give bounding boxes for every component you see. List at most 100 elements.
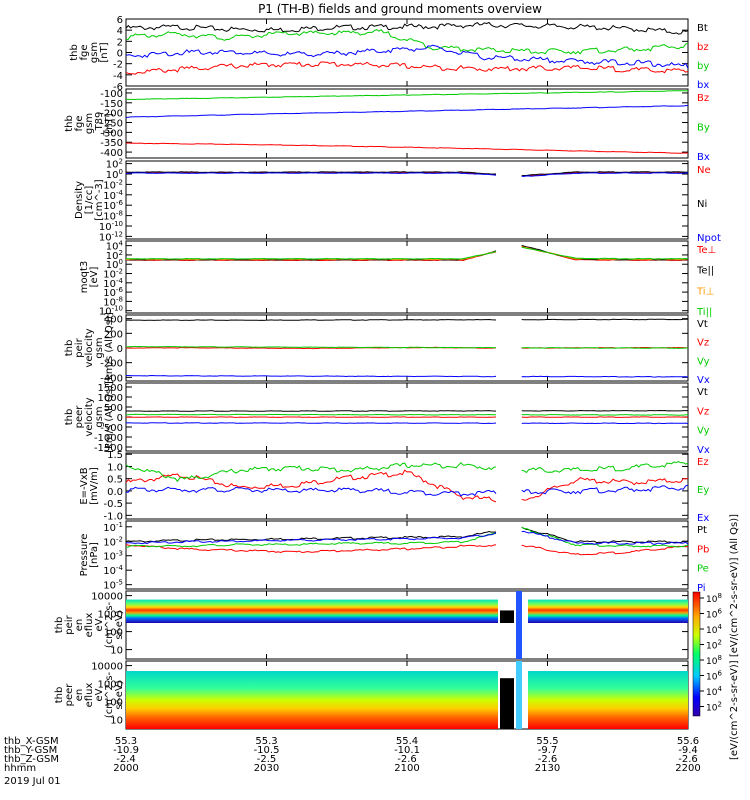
ephem-row-label: thb_X-GSM bbox=[4, 736, 59, 747]
colorbar-tick: 106 bbox=[706, 670, 722, 683]
legend-Bx: Bx bbox=[697, 152, 710, 163]
ylabel-line: moqt3 bbox=[79, 261, 90, 294]
panel-7: 1.51.0 0.50.0-0.5-1.0 E=-VxB [mV/m] Ez Ey Ex bbox=[79, 450, 709, 524]
colorbar-tick: 102 bbox=[706, 701, 722, 714]
legend-Ne: Ne bbox=[697, 165, 711, 176]
ytick-label: 10-2 bbox=[103, 268, 123, 281]
series-Ey bbox=[125, 461, 689, 483]
ytick-label: -300 bbox=[100, 128, 123, 139]
ytick-label: 10-6 bbox=[103, 286, 123, 299]
ytick-label: -1000 bbox=[94, 433, 123, 444]
ylabel-line: thb bbox=[54, 617, 65, 634]
legend-bz: bz bbox=[697, 42, 709, 53]
ephem-value: -2.6 bbox=[538, 754, 558, 765]
ylabel-line: gsm bbox=[84, 113, 95, 134]
ytick-label: -0.5 bbox=[103, 499, 123, 510]
ytick-label: -6 bbox=[113, 82, 123, 93]
ylabel-line: eflux bbox=[84, 613, 95, 638]
ytick-label: -4 bbox=[113, 71, 123, 82]
ytick-label: 100 bbox=[104, 698, 123, 709]
ytick-label: 10-4 bbox=[103, 277, 123, 290]
ytick-label: 10 bbox=[110, 716, 123, 727]
panel-3: 10210010-210-410-610-810-1010-12Density[… bbox=[74, 158, 721, 244]
legend-Vz: Vz bbox=[697, 338, 709, 349]
series-Vx bbox=[125, 422, 689, 425]
ylabel-line: [cm^-3] bbox=[94, 179, 105, 220]
panel-2: -100-150-200-250-300-350-400 thb fge gsm _T8… bbox=[64, 88, 710, 163]
ytick-label: 4 bbox=[117, 26, 123, 37]
series-Ex bbox=[125, 484, 689, 497]
ephemeris-table: thb_X-GSMthb_Y-GSMthb_Z-GSMhhmm55.3-10.9… bbox=[4, 736, 701, 774]
colorbar: 108 106 104 102 108 106 104 102 [eV/(cm^2-s-sr-… bbox=[692, 514, 740, 760]
ylabel-line: velocity bbox=[84, 397, 95, 436]
series-Vy bbox=[126, 345, 689, 349]
ylabel-line: thb bbox=[64, 115, 75, 132]
ylabel-line: thb bbox=[69, 44, 80, 61]
ylabel-line: [km/s (All Qs)] bbox=[104, 381, 115, 453]
series-Pb bbox=[125, 544, 689, 556]
series-Pi bbox=[125, 530, 689, 545]
ephem-value: -2.4 bbox=[116, 754, 136, 765]
ylabel-line: [nPa] bbox=[89, 542, 100, 568]
ytick-label: 0 bbox=[117, 49, 123, 60]
ylabel-line: eV bbox=[94, 618, 105, 631]
ytick-label: 10-10 bbox=[99, 305, 123, 318]
ytick-label: -100 bbox=[100, 89, 123, 100]
ytick-label: 1.0 bbox=[107, 462, 123, 473]
ytick-label: 10-8 bbox=[103, 295, 123, 308]
ytick-label: 1000 bbox=[98, 680, 123, 691]
ytick-label: -200 bbox=[100, 359, 123, 370]
ytick-label: 400 bbox=[104, 315, 123, 326]
legend-Vy: Vy bbox=[697, 426, 710, 437]
ytick-label: 1.5 bbox=[107, 450, 123, 461]
series-Ti⊥ bbox=[126, 246, 689, 261]
date-label: 2019 Jul 01 bbox=[4, 776, 61, 787]
spectrogram-left bbox=[126, 671, 498, 729]
legend-Te||: Te|| bbox=[696, 266, 714, 277]
series-Bz bbox=[125, 142, 689, 154]
ephem-value: 55.3 bbox=[255, 736, 277, 747]
ylabel-line: sr-eV) bbox=[114, 680, 125, 709]
panel-10: 10000 1000 100 10 thb peer en eflux eV (cm^2-s-sr… bbox=[54, 660, 689, 730]
ylabel-line: [eV] bbox=[89, 267, 100, 288]
legend-Pb: Pb bbox=[697, 544, 709, 555]
colorbar-gradient bbox=[692, 591, 701, 717]
ylabel-line: Density bbox=[74, 181, 85, 219]
ytick-label: 10000 bbox=[91, 592, 123, 603]
ytick-label: 100 bbox=[106, 168, 123, 181]
ytick-label: 102 bbox=[106, 249, 123, 262]
series-by bbox=[125, 29, 689, 55]
ytick-label: 10-3 bbox=[103, 550, 123, 563]
ytick-label: 10-12 bbox=[99, 230, 123, 243]
ytick-label: 0.0 bbox=[107, 487, 123, 498]
ylabel-line: [mV/m] bbox=[89, 467, 100, 505]
ylabel-line: (cm^2-s- bbox=[104, 601, 115, 648]
legend-Ez: Ez bbox=[697, 457, 709, 468]
ephem-value: 2130 bbox=[535, 763, 560, 774]
series-Bx bbox=[125, 105, 689, 118]
ylabel-line: peer bbox=[74, 405, 85, 429]
ylabel-line: sr-eV) bbox=[114, 610, 125, 639]
panel-frame bbox=[125, 452, 689, 520]
ytick-label: 10000 bbox=[91, 662, 123, 673]
legend-Pe: Pe bbox=[697, 564, 709, 575]
colorbar-tick: 108 bbox=[706, 654, 722, 667]
series-Ez bbox=[125, 469, 689, 503]
legend-Vt: Vt bbox=[697, 319, 708, 330]
legend-Bz: Bz bbox=[697, 93, 709, 104]
ytick-label: -400 bbox=[100, 373, 123, 384]
colorbar-tick: 104 bbox=[706, 685, 722, 698]
ephem-value: 55.3 bbox=[115, 736, 137, 747]
legend-Ey: Ey bbox=[697, 485, 709, 496]
ylabel-line: fge bbox=[79, 44, 90, 60]
ephem-value: -10.1 bbox=[394, 745, 420, 756]
legend-bx: bx bbox=[697, 80, 709, 91]
ylabel-line: thb bbox=[64, 340, 75, 357]
colorbar-tick: 102 bbox=[706, 639, 722, 652]
ytick-label: 10-4 bbox=[103, 564, 123, 577]
legend-Ni: Ni bbox=[697, 199, 707, 210]
ylabel-line: gsm bbox=[94, 406, 105, 427]
series-Pt bbox=[125, 526, 689, 544]
series-Vy bbox=[126, 413, 689, 416]
